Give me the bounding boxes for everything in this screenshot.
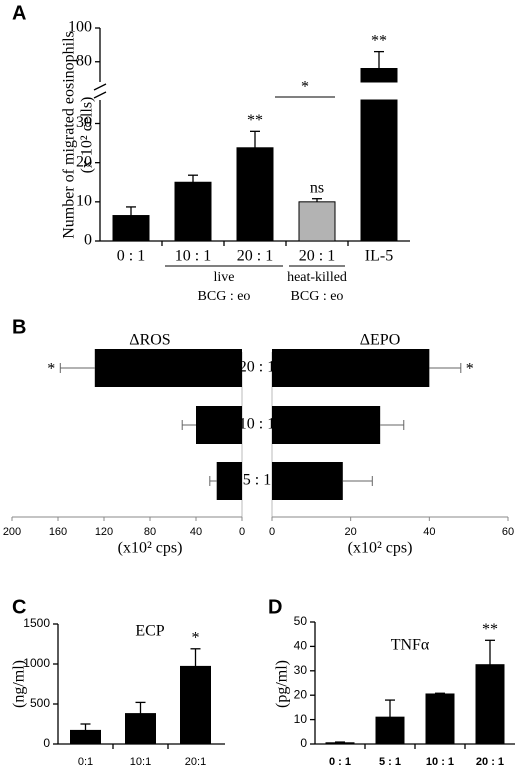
x-tick-label: 10:1 (130, 756, 151, 768)
significance-label: ** (482, 621, 498, 638)
x-tick-label: 20 (345, 526, 357, 538)
y-tick-label: 80 (76, 52, 92, 69)
group-label: live (214, 270, 235, 285)
group-note: BCG : eo (198, 289, 251, 304)
bar (180, 665, 211, 745)
bar (272, 349, 430, 387)
y-tick-label: 500 (30, 696, 50, 710)
x-tick-label: 20 : 1 (299, 248, 335, 265)
chart-title: ΔROS (129, 332, 170, 349)
y-tick-label: 50 (294, 614, 308, 628)
bar (298, 201, 336, 242)
x-tick-label: 40 (190, 526, 202, 538)
x-tick-label: 0 (269, 526, 275, 538)
bar (125, 713, 156, 745)
x-tick-label: 120 (95, 526, 113, 538)
x-tick-label: 160 (49, 526, 67, 538)
chart-title: ΔEPO (360, 332, 401, 349)
y-tick-label: 0 (43, 736, 50, 750)
y-tick-label: 20 (294, 687, 308, 701)
bar (236, 147, 274, 242)
group-label: heat-killed (287, 270, 347, 285)
y-axis-label: (pg/ml) (274, 660, 291, 708)
significance-label: * (192, 629, 200, 646)
y-axis-label: Number of migrated eosinophils (61, 31, 78, 239)
chart-title: TNFα (391, 637, 430, 654)
x-tick-label: 60 (502, 526, 514, 538)
y-tick-label: 0 (300, 736, 307, 750)
y-tick-label: 30 (76, 114, 92, 131)
group-note: BCG : eo (291, 289, 344, 304)
y-tick-label: 40 (294, 639, 308, 653)
category-label: 10 : 1 (239, 416, 275, 433)
significance-label: ns (310, 179, 324, 196)
panel-label: D (268, 596, 282, 618)
x-tick-label: 20 : 1 (237, 248, 273, 265)
y-tick-label: 30 (294, 663, 308, 677)
bar (196, 406, 242, 444)
bar (112, 215, 150, 242)
y-tick-label: 10 (294, 712, 308, 726)
axis-break (93, 91, 107, 99)
panel-label: B (12, 316, 26, 338)
category-label: 20 : 1 (239, 359, 275, 376)
panel-label: A (12, 2, 26, 24)
y-tick-label: 1000 (23, 656, 50, 670)
x-tick-label: 80 (144, 526, 156, 538)
y-axis-label: (x 10² cells) (79, 97, 96, 174)
significance-label: ** (371, 32, 387, 49)
chart-title: ECP (135, 623, 164, 640)
x-tick-label: 0:1 (78, 756, 93, 768)
bracket-label: * (301, 79, 309, 96)
significance-label: ** (247, 112, 263, 129)
bar (272, 406, 381, 444)
bar (174, 181, 212, 242)
x-tick-label: IL-5 (365, 248, 393, 265)
bar (360, 99, 398, 242)
y-axis-label: (ng/ml) (11, 660, 28, 708)
x-axis-label: (x10² cps) (118, 540, 183, 557)
bar (325, 742, 355, 745)
panel-label: C (12, 596, 26, 618)
significance-label: * (47, 361, 55, 378)
x-tick-label: 0 : 1 (117, 248, 145, 265)
bar (475, 664, 505, 745)
x-tick-label: 10 : 1 (426, 756, 454, 768)
bar (94, 349, 242, 387)
axis-break (93, 83, 107, 91)
x-tick-label: 5 : 1 (379, 756, 401, 768)
y-tick-label: 20 (76, 153, 92, 170)
x-tick-label: 0 (239, 526, 245, 538)
y-tick-label: 10 (76, 193, 92, 210)
x-tick-label: 40 (423, 526, 435, 538)
y-tick-label: 1500 (23, 616, 50, 630)
x-tick-label: 0 : 1 (329, 756, 351, 768)
y-tick-label: 100 (68, 19, 92, 36)
significance-label: * (466, 361, 474, 378)
bar (360, 68, 398, 83)
bar (70, 729, 101, 745)
x-tick-label: 20 : 1 (476, 756, 504, 768)
x-tick-label: 200 (3, 526, 21, 538)
y-tick-label: 0 (84, 232, 92, 249)
x-axis-label: (x10² cps) (348, 540, 413, 557)
bar (272, 462, 343, 500)
bar (216, 462, 242, 500)
category-label: 5 : 1 (243, 472, 271, 489)
bar (375, 716, 405, 745)
x-tick-label: 20:1 (185, 756, 206, 768)
x-tick-label: 10 : 1 (175, 248, 211, 265)
bar (425, 693, 455, 745)
